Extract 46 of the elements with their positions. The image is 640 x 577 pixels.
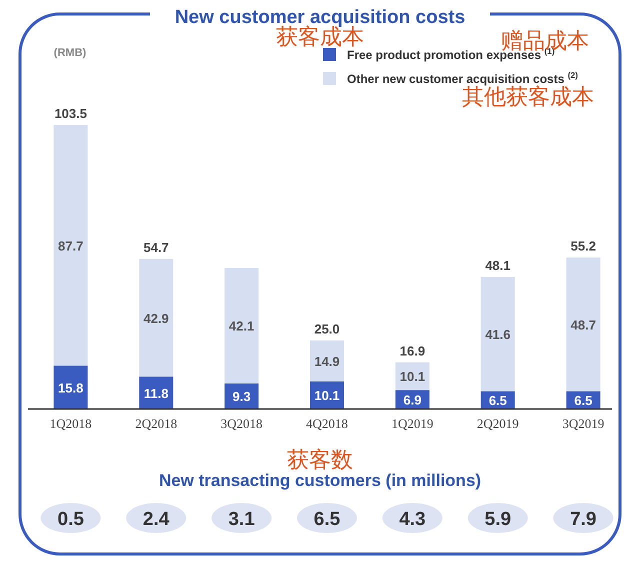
data-label: 41.6 <box>485 327 511 342</box>
legend-label: Other new customer acquisition costs $^{(2)}$ <box>347 70 578 86</box>
data-label: 6.9 <box>403 392 422 408</box>
bar <box>566 258 600 392</box>
data-label: 10.1 <box>400 369 426 384</box>
total-label: 54.7 <box>143 240 169 255</box>
bar <box>54 366 88 409</box>
x-tick-label: 3Q2018 <box>220 416 263 431</box>
data-label: 4.3 <box>399 509 426 530</box>
data-label: 48.7 <box>570 317 596 332</box>
bar <box>310 340 344 382</box>
data-label: 3.1 <box>228 509 256 530</box>
total-label: 55.2 <box>570 238 596 254</box>
total-label: 25.0 <box>314 321 340 336</box>
data-label: 42.9 <box>143 310 169 326</box>
y-axis-title: (RMB) <box>54 47 87 59</box>
bar <box>480 277 515 392</box>
data-label: 87.7 <box>58 238 84 254</box>
data-label: 7.9 <box>570 509 596 530</box>
data-label: 11.8 <box>144 386 168 401</box>
data-label: 2.4 <box>142 509 170 530</box>
total-label: 48.1 <box>485 258 511 274</box>
text: 其他获客成本 <box>462 84 594 109</box>
x-tick-label: 1Q2019 <box>391 416 434 431</box>
bar <box>54 125 88 366</box>
data-label: 9.3 <box>232 389 251 404</box>
data-label: 6.5 <box>488 393 507 408</box>
data-label: 42.1 <box>228 318 254 334</box>
bar <box>224 268 259 384</box>
x-tick-label: 2Q2018 <box>135 416 178 431</box>
data-label: 10.1 <box>314 388 340 404</box>
total-label: 16.9 <box>400 343 426 358</box>
x-tick-label: 2Q2019 <box>476 416 519 431</box>
text: New transacting customers (in millions) <box>158 471 482 490</box>
data-label: 0.5 <box>58 509 84 530</box>
data-label: 5.9 <box>484 509 512 530</box>
data-label: 6.5 <box>574 393 592 408</box>
data-label: 15.8 <box>58 380 84 396</box>
x-tick-label: 4Q2018 <box>306 416 348 431</box>
data-label: 14.9 <box>314 354 340 369</box>
text: 获客数 <box>287 447 353 472</box>
bar <box>139 258 174 377</box>
data-label: 6.5 <box>314 509 341 530</box>
x-tick-label: 3Q2019 <box>562 416 604 431</box>
total-label: 103.5 <box>54 106 87 121</box>
x-tick-label: 1Q2018 <box>50 416 92 431</box>
